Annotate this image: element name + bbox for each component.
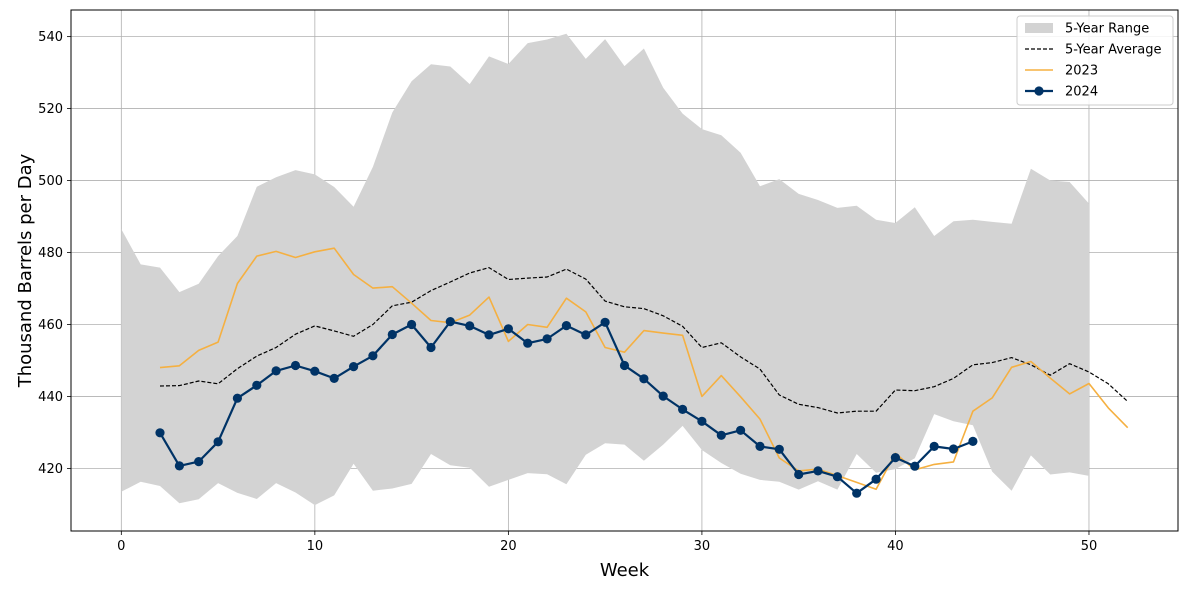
data-point (794, 469, 804, 480)
data-point (716, 430, 726, 440)
legend-label: 2023 (1065, 64, 1098, 79)
x-tick-label: 0 (117, 539, 125, 554)
legend-box (1016, 15, 1174, 106)
y-tick-label: 540 (38, 30, 63, 45)
data-point (561, 321, 572, 331)
data-point (349, 362, 359, 372)
y-tick-label: 460 (38, 318, 63, 333)
data-point (194, 457, 204, 467)
data-point (290, 360, 301, 371)
plot-area (121, 33, 1129, 506)
data-point (600, 317, 610, 327)
legend-swatch-range (1025, 23, 1053, 33)
data-point (832, 472, 843, 482)
legend-label: 2024 (1065, 85, 1098, 100)
legend-label: 5-Year Range (1065, 22, 1149, 37)
data-point (329, 373, 339, 383)
data-point (387, 329, 397, 340)
data-point (736, 425, 746, 435)
data-point (484, 330, 494, 340)
average-line (159, 267, 1129, 414)
data-point (426, 342, 436, 353)
legend-marker-2024 (1034, 86, 1044, 96)
series-line-2023 (159, 247, 1129, 491)
data-point (232, 393, 242, 403)
data-point (581, 330, 591, 340)
data-point (852, 488, 862, 498)
y-tick-label: 500 (38, 174, 63, 189)
data-point (910, 461, 920, 471)
data-point (310, 366, 320, 376)
data-point (639, 374, 649, 384)
y-tick-label: 480 (38, 246, 63, 261)
legend-label: 5-Year Average (1065, 43, 1161, 58)
data-point (697, 416, 707, 426)
data-point (929, 441, 939, 451)
legend: 5-Year Range 5-Year Average 2023 2024 (1016, 15, 1174, 106)
x-tick-label: 20 (500, 539, 517, 554)
data-point (523, 338, 533, 348)
data-point (407, 319, 417, 330)
y-axis-title: Thousand Barrels per Day (15, 153, 36, 388)
axes-frame (70, 9, 1179, 532)
data-point (619, 360, 630, 371)
data-point (871, 474, 881, 484)
data-point (968, 436, 978, 446)
y-tick-label: 440 (38, 390, 63, 405)
range-band (121, 33, 1090, 506)
data-point (503, 324, 513, 334)
data-point (678, 404, 688, 414)
x-tick-label: 10 (307, 539, 324, 554)
data-point (213, 437, 223, 447)
data-point (658, 391, 668, 401)
x-tick-label: 40 (887, 539, 904, 554)
data-point (465, 321, 475, 331)
x-tick-label: 50 (1081, 539, 1098, 554)
data-point (948, 444, 959, 454)
data-point (368, 351, 378, 361)
data-point (174, 461, 184, 471)
data-point (252, 380, 262, 390)
data-point (542, 334, 552, 344)
data-point (445, 317, 455, 327)
data-point (271, 366, 281, 376)
y-tick-label: 420 (38, 462, 63, 477)
x-axis-title: Week (600, 560, 650, 581)
data-point (755, 441, 765, 451)
data-point (774, 444, 784, 454)
data-point (155, 428, 165, 438)
data-point (813, 466, 823, 476)
y-tick-label: 520 (38, 102, 63, 117)
x-tick-label: 30 (694, 539, 711, 554)
data-point (890, 453, 901, 463)
ticks: 0 10 20 30 40 50 420 440 460 480 500 520 540 (38, 30, 1097, 554)
